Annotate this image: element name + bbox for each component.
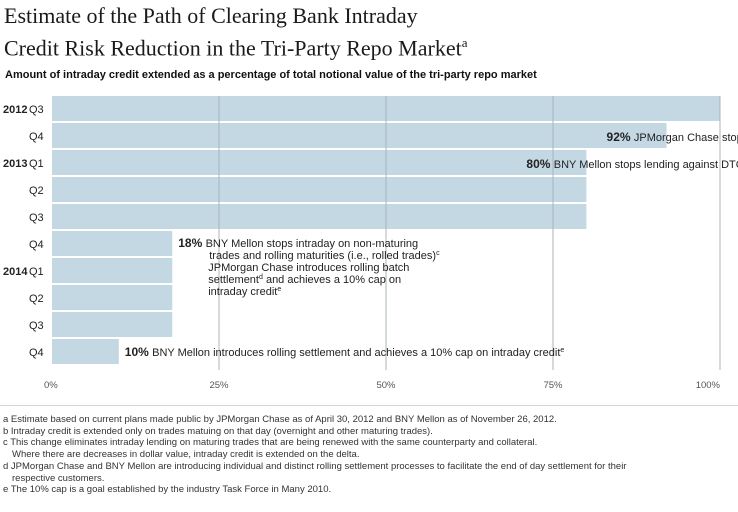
title-line-2-text: Credit Risk Reduction in the Tri-Party R… [4,35,462,61]
footnote-e: e The 10% cap is a goal established by t… [3,484,735,496]
annotation-1-text-0: BNY Mellon stops lending against DTC sou… [554,159,738,171]
x-tick-label-50: 50% [376,380,396,391]
annotation-3-line-2: intraday credite [208,286,281,298]
annotation-3-text-1: settlement [208,274,259,286]
annotations-group: 92% JPMorgan Chase stops intraday lendin… [125,130,738,359]
bar-5 [52,231,173,256]
divider [0,405,738,406]
footnote-d: d JPMorgan Chase and BNY Mellon are intr… [3,461,735,484]
gridlines-group [218,96,721,370]
footnote-a: a Estimate based on current plans made p… [3,414,735,426]
annotation-0-text-0: JPMorgan Chase stops intraday lending on… [634,132,738,144]
quarter-label-4: Q3 [29,212,44,224]
quarter-label-5: Q4 [29,239,44,251]
quarter-label-8: Q3 [29,320,44,332]
quarter-label-2: Q1 [29,158,44,170]
annotation-4-text-0: BNY Mellon introduces rolling settlement… [152,347,560,359]
chart-subtitle: Amount of intraday credit extended as a … [5,69,537,81]
annotation-1-percent: 80% [526,157,553,171]
annotation-3-line-0: JPMorgan Chase introduces rolling batch [208,262,409,274]
annotation-0-percent: 92% [607,130,634,144]
quarter-label-6: Q1 [29,266,44,278]
quarter-label-7: Q2 [29,293,44,305]
bar-1 [52,123,667,148]
annotation-4-percent: 10% [125,345,152,359]
bar-8 [52,312,173,337]
title-line-2: Credit Risk Reduction in the Tri-Party R… [4,29,467,61]
annotation-3-footnote-d: d [259,274,263,281]
annotation-3-text-1-cont: and achieves a 10% cap on [263,274,401,286]
year-label-2012: 2012 [3,104,27,116]
annotation-2-percent: 18% [178,236,205,250]
quarter-label-3: Q2 [29,185,44,197]
footnotes: a Estimate based on current plans made p… [3,414,735,496]
footnote-d-continued: respective customers. [12,472,105,484]
bars-group [52,96,720,364]
annotation-2-line-0: 18% BNY Mellon stops intraday on non-mat… [178,236,418,250]
title-line-1: Estimate of the Path of Clearing Bank In… [4,3,418,28]
quarter-label-0: Q3 [29,104,44,116]
footnote-b-text: b Intraday credit is extended only on tr… [3,425,433,437]
year-label-2014: 2014 [3,266,28,278]
annotation-2-line-1: trades and rolling maturities (i.e., rol… [209,250,440,262]
footnote-c-text: c This change eliminates intraday lendin… [3,437,538,449]
bar-6 [52,258,173,283]
x-tick-label-100: 100% [696,380,721,391]
footnote-c: c This change eliminates intraday lendin… [3,437,735,460]
annotation-1-line-0: 80% BNY Mellon stops lending against DTC… [526,157,738,171]
title-footnote-marker: a [461,35,468,50]
footnote-b: b Intraday credit is extended only on tr… [3,426,735,438]
annotation-3-footnote-e: e [277,286,281,293]
footnote-a-text: a Estimate based on current plans made p… [3,414,557,425]
x-axis-ticks-group: 0% 25% 50% 75% 100% [44,380,721,391]
quarter-label-9: Q4 [29,347,44,359]
x-tick-label-75: 75% [543,380,563,391]
annotation-4-footnote-e: e [560,347,564,354]
bar-3 [52,177,587,202]
bar-2 [52,150,587,175]
x-tick-label-25: 25% [209,380,229,391]
x-tick-label-0: 0% [44,380,58,391]
annotation-2-text-0: BNY Mellon stops intraday on non-maturin… [206,238,419,250]
quarter-label-1: Q4 [29,131,44,143]
annotation-2-footnote-c: c [436,250,440,257]
annotation-2-text-1: trades and rolling maturities (i.e., rol… [209,250,436,262]
chart-title: Estimate of the Path of Clearing Bank In… [4,2,467,61]
bar-4 [52,204,587,229]
annotation-3-text-0: JPMorgan Chase introduces rolling batch [208,262,409,274]
bar-7 [52,285,173,310]
footnote-e-text: e The 10% cap is a goal established by t… [3,484,332,496]
annotation-3-text-2: intraday credit [208,286,277,298]
footnote-d-text: d JPMorgan Chase and BNY Mellon are intr… [3,460,627,472]
annotation-3-line-1: settlementd and achieves a 10% cap on [208,274,401,286]
footnote-c-continued: Where there are decreases in dollar valu… [12,449,360,461]
annotation-4-line-0: 10% BNY Mellon introduces rolling settle… [125,345,565,359]
bar-9 [52,339,119,364]
annotation-0-line-0: 92% JPMorgan Chase stops intraday lendin… [607,130,738,144]
year-label-2013: 2013 [3,158,27,170]
